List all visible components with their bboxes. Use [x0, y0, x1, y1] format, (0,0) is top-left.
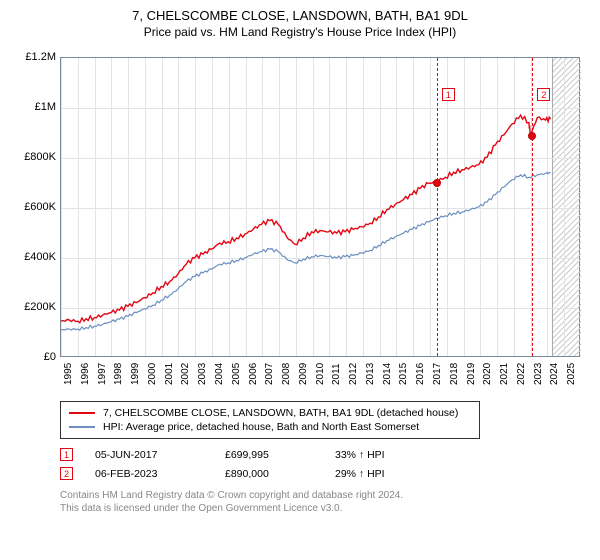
xtick-label: 2016: [415, 363, 426, 385]
legend-swatch: [69, 412, 95, 414]
transaction-row: 2 06-FEB-2023£890,00029% ↑ HPI: [60, 464, 588, 483]
footer-line-2: This data is licensed under the Open Gov…: [60, 503, 342, 514]
legend-row: HPI: Average price, detached house, Bath…: [69, 420, 471, 434]
legend-text: HPI: Average price, detached house, Bath…: [103, 421, 419, 433]
xtick-label: 2020: [482, 363, 493, 385]
transaction-delta: 33% ↑ HPI: [335, 449, 415, 461]
transaction-badge: 2: [60, 467, 73, 480]
xtick-label: 2003: [197, 363, 208, 385]
xtick-label: 2021: [499, 363, 510, 385]
xtick-label: 2011: [331, 363, 342, 385]
transaction-delta: 29% ↑ HPI: [335, 468, 415, 480]
marker-dot: [433, 179, 441, 187]
ytick-label: £800K: [24, 151, 56, 163]
series-hpi: [61, 172, 551, 330]
xtick-label: 2023: [533, 363, 544, 385]
xtick-label: 2007: [264, 363, 275, 385]
xtick-label: 1998: [113, 363, 124, 385]
xtick-label: 2005: [231, 363, 242, 385]
xtick-label: 2002: [180, 363, 191, 385]
legend-swatch: [69, 426, 95, 428]
transaction-price: £699,995: [225, 449, 335, 461]
transaction-row: 1 05-JUN-2017£699,99533% ↑ HPI: [60, 445, 588, 464]
xtick-label: 2013: [365, 363, 376, 385]
marker-dot: [528, 132, 536, 140]
xtick-label: 2012: [348, 363, 359, 385]
xtick-label: 2009: [298, 363, 309, 385]
xtick-label: 2022: [516, 363, 527, 385]
xtick-label: 2017: [432, 363, 443, 385]
xtick-label: 1997: [97, 363, 108, 385]
xtick-label: 2004: [214, 363, 225, 385]
xtick-label: 2001: [164, 363, 175, 385]
transaction-date: 06-FEB-2023: [95, 468, 225, 480]
xtick-label: 2025: [566, 363, 577, 385]
footer-line-1: Contains HM Land Registry data © Crown c…: [60, 490, 403, 501]
ytick-label: £400K: [24, 251, 56, 263]
xtick-label: 1995: [63, 363, 74, 385]
ytick-label: £1M: [35, 101, 56, 113]
xtick-label: 2008: [281, 363, 292, 385]
series-price_paid: [61, 115, 551, 323]
xtick-label: 2024: [549, 363, 560, 385]
transaction-price: £890,000: [225, 468, 335, 480]
legend: 7, CHELSCOMBE CLOSE, LANSDOWN, BATH, BA1…: [60, 401, 480, 439]
legend-row: 7, CHELSCOMBE CLOSE, LANSDOWN, BATH, BA1…: [69, 406, 471, 420]
ytick-label: £1.2M: [25, 51, 56, 63]
xtick-label: 2010: [315, 363, 326, 385]
transaction-date: 05-JUN-2017: [95, 449, 225, 461]
marker-label: 2: [537, 88, 550, 101]
plot-region: 12: [60, 57, 580, 357]
xtick-label: 2019: [466, 363, 477, 385]
xtick-label: 1999: [130, 363, 141, 385]
ytick-label: £0: [44, 351, 56, 363]
xtick-label: 2000: [147, 363, 158, 385]
ytick-label: £600K: [24, 201, 56, 213]
chart-title: 7, CHELSCOMBE CLOSE, LANSDOWN, BATH, BA1…: [12, 8, 588, 23]
xtick-label: 2015: [398, 363, 409, 385]
footer-attribution: Contains HM Land Registry data © Crown c…: [60, 489, 560, 515]
xtick-label: 2014: [382, 363, 393, 385]
xtick-label: 2018: [449, 363, 460, 385]
ytick-label: £200K: [24, 301, 56, 313]
xtick-label: 1996: [80, 363, 91, 385]
chart-subtitle: Price paid vs. HM Land Registry's House …: [12, 25, 588, 39]
marker-label: 1: [442, 88, 455, 101]
chart-area: 12 £0£200K£400K£600K£800K£1M£1.2M1995199…: [12, 49, 588, 389]
transaction-table: 1 05-JUN-2017£699,99533% ↑ HPI 2 06-FEB-202…: [60, 445, 588, 483]
marker-vline: [532, 58, 533, 356]
marker-vline: [437, 58, 438, 356]
transaction-badge: 1: [60, 448, 73, 461]
legend-text: 7, CHELSCOMBE CLOSE, LANSDOWN, BATH, BA1…: [103, 407, 458, 419]
xtick-label: 2006: [248, 363, 259, 385]
